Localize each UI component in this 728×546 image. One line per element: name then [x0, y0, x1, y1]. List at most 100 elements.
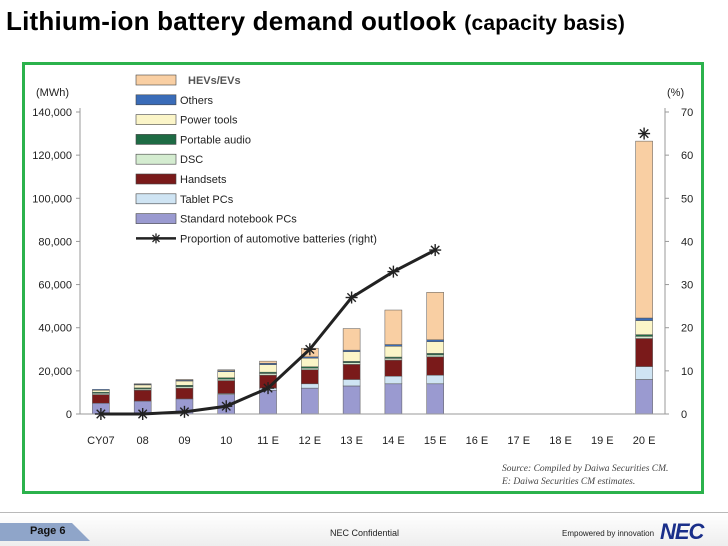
line-marker	[94, 408, 107, 420]
x-tick-label: 12 E	[299, 435, 322, 447]
legend-label: Proportion of automotive batteries (righ…	[180, 233, 377, 245]
x-tick-label: 10	[220, 435, 232, 447]
title-main: Lithium-ion battery demand outlook	[6, 6, 457, 36]
bars-layer	[92, 140, 653, 415]
bar-segment	[342, 328, 361, 351]
y-axis-label: (MWh)	[36, 87, 69, 99]
line-marker	[429, 244, 442, 257]
tagline: Empowered by innovation	[562, 529, 655, 538]
bar-segment	[384, 359, 403, 377]
bar-segment	[635, 320, 653, 335]
x-tick-label: 08	[137, 435, 149, 447]
legend-label: Handsets	[180, 174, 227, 186]
bar-segment	[384, 383, 403, 415]
y-tick-label: 80,000	[38, 236, 72, 248]
bar-segment	[342, 362, 361, 365]
x-tick-label: 20 E	[633, 435, 656, 447]
y2-tick-label: 60	[681, 150, 693, 162]
legend-swatch	[135, 153, 177, 165]
y2-tick-label: 70	[681, 107, 693, 119]
legend-label: Portable audio	[180, 134, 251, 146]
source-line-1: Source: Compiled by Daiwa Securities CM.	[502, 464, 668, 474]
bar-segment	[635, 317, 653, 321]
page-title: Lithium-ion battery demand outlook (capac…	[6, 6, 625, 37]
bar-segment	[259, 364, 277, 373]
bar-segment	[133, 383, 152, 385]
y2-axis-label: (%)	[667, 87, 684, 99]
x-tick-label: 14 E	[382, 435, 405, 447]
bar-segment	[217, 371, 235, 379]
bar-segment	[384, 309, 403, 345]
bar-segment	[384, 358, 403, 361]
x-tick-label: 13 E	[340, 435, 363, 447]
line-layer	[94, 127, 651, 420]
bar-segment	[342, 351, 361, 362]
chart-frame	[22, 62, 704, 494]
x-tick-label: 15 E	[424, 435, 447, 447]
legend-layer: HEVs/EVs Others Power tools Portable audio D…	[135, 74, 377, 245]
x-tick-label: 19 E	[591, 435, 614, 447]
y2-tick-label: 30	[681, 280, 693, 292]
line-marker	[220, 400, 233, 413]
bar-segment	[175, 379, 194, 381]
legend-swatch	[135, 173, 177, 185]
bar-segment	[342, 379, 361, 387]
bar-segment	[342, 385, 361, 415]
bar-segment	[259, 373, 277, 376]
y2-tick-label: 10	[681, 366, 693, 378]
legend-swatch	[135, 74, 177, 86]
legend-swatch	[135, 193, 177, 205]
legend-label: Tablet PCs	[180, 194, 234, 206]
y2-tick-label: 40	[681, 236, 693, 248]
bar-segment	[301, 369, 319, 385]
y2-tick-label: 20	[681, 323, 693, 335]
footer	[0, 513, 728, 546]
bar-segment	[384, 376, 403, 385]
legend-label: HEVs/EVs	[188, 75, 241, 87]
bar-segment	[426, 292, 444, 341]
legend-label: DSC	[180, 154, 203, 166]
bar-segment	[426, 339, 444, 342]
confidential-label: NEC Confidential	[330, 528, 400, 538]
bar-segment	[426, 341, 444, 354]
y-tick-label: 20,000	[38, 366, 72, 378]
x-tick-label: 09	[178, 435, 190, 447]
legend-label: Others	[180, 95, 214, 107]
bar-segment	[635, 366, 653, 380]
x-tick-label: 11 E	[257, 435, 279, 447]
footer-divider	[0, 512, 728, 513]
bar-segment	[175, 380, 194, 386]
y2-tick-label: 0	[681, 409, 687, 421]
bar-segment	[175, 387, 194, 400]
bar-segment	[133, 390, 152, 402]
bar-segment	[92, 390, 110, 393]
line-marker	[178, 405, 191, 418]
legend-swatch	[135, 114, 177, 125]
bar-segment	[635, 379, 653, 415]
bar-segment	[635, 334, 653, 337]
line-marker	[303, 343, 316, 356]
y-tick-label: 40,000	[38, 323, 72, 335]
x-tick-label: 17 E	[507, 435, 530, 447]
x-tick-label: 16 E	[466, 435, 489, 447]
page-tab	[0, 523, 90, 541]
line-marker	[638, 127, 651, 140]
brand-logo: NEC	[660, 519, 704, 544]
legend-label: Standard notebook PCs	[180, 214, 297, 226]
y-tick-label: 0	[66, 409, 72, 421]
bar-segment	[301, 357, 319, 368]
y-tick-label: 140,000	[32, 107, 72, 119]
legend-label: Power tools	[180, 115, 238, 127]
bar-segment	[217, 380, 235, 394]
bar-segment	[635, 140, 653, 319]
legend-marker	[152, 234, 160, 243]
legend-swatch	[135, 94, 177, 106]
bar-segment	[133, 384, 152, 389]
bar-segment	[384, 346, 403, 358]
bar-segment	[301, 367, 319, 371]
x-tick-label: CY07	[87, 435, 115, 447]
legend-swatch	[135, 213, 177, 224]
x-tick-label: 18 E	[549, 435, 572, 447]
source-line-2: E: Daiwa Securities CM estimates.	[501, 477, 635, 487]
